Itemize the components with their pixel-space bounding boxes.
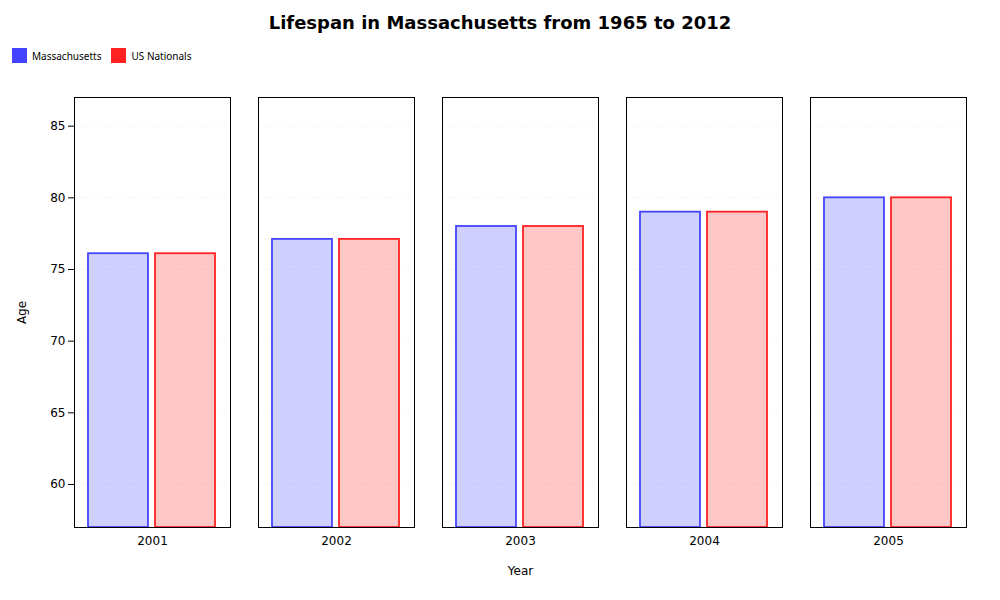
html-text:Massachusetts: Massachusetts bbox=[32, 48, 102, 63]
svg-text:2003: 2003 bbox=[505, 534, 536, 548]
html-text:US Nationals: US Nationals bbox=[131, 48, 192, 63]
svg-text:85: 85 bbox=[50, 119, 65, 133]
svg-text:80: 80 bbox=[50, 191, 65, 205]
svg-text:2001: 2001 bbox=[137, 534, 168, 548]
svg-text:65: 65 bbox=[50, 406, 65, 420]
svg-text:70: 70 bbox=[50, 334, 65, 348]
svg-text:Year: Year bbox=[507, 564, 533, 578]
svg-text:2002: 2002 bbox=[321, 534, 352, 548]
svg-text:2005: 2005 bbox=[873, 534, 904, 548]
svg-text:Age: Age bbox=[15, 301, 29, 324]
html-text:Lifespan in Massachusetts from: Lifespan in Massachusetts from 1965 to 2… bbox=[268, 12, 732, 33]
svg-text:60: 60 bbox=[50, 477, 65, 491]
svg-text:2004: 2004 bbox=[689, 534, 720, 548]
svg-text:75: 75 bbox=[50, 262, 65, 276]
